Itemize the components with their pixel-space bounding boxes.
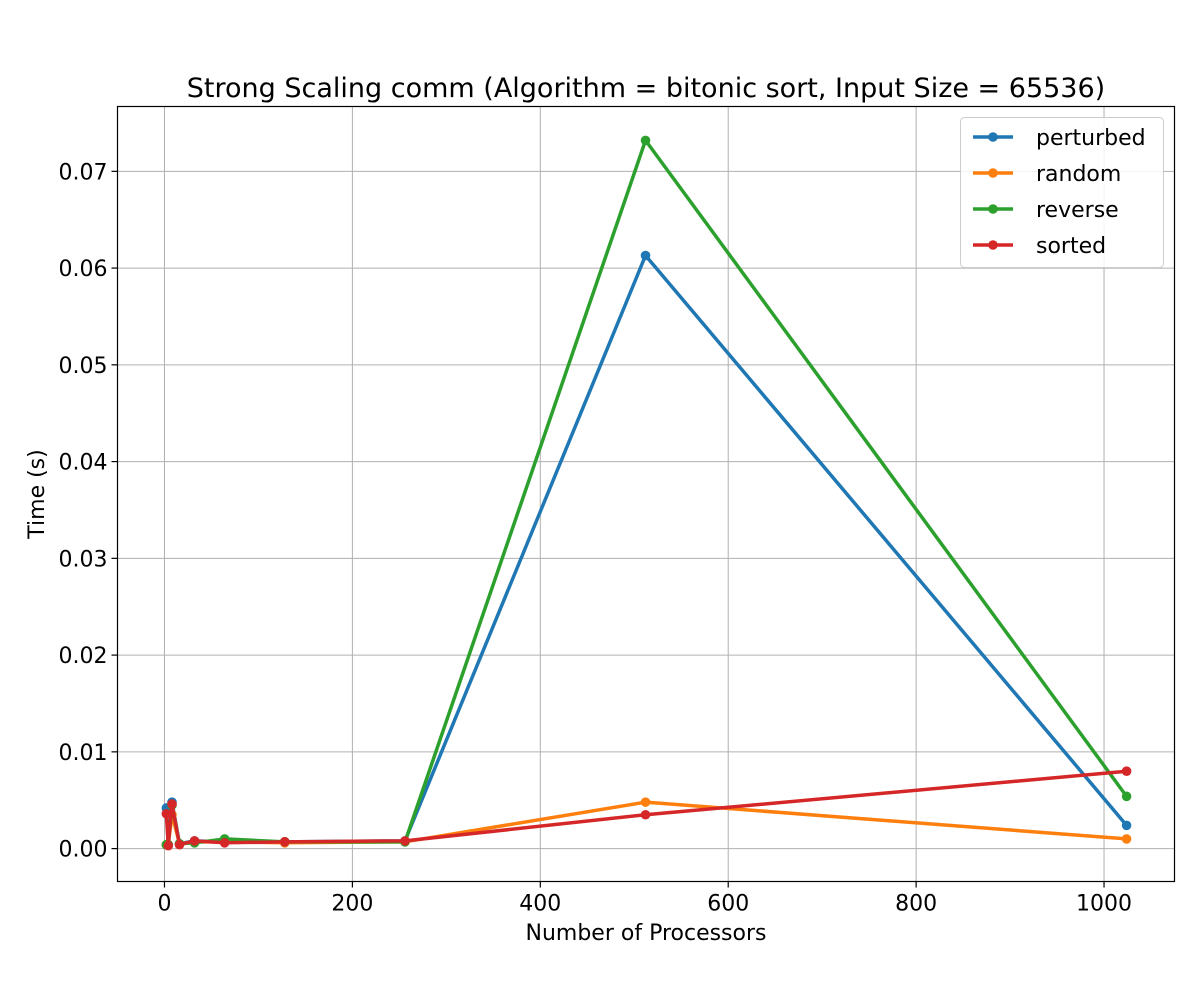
series-line-perturbed <box>164 253 1128 847</box>
data-point-sorted <box>400 836 410 846</box>
legend-swatch-marker <box>988 204 998 214</box>
data-point-sorted <box>640 809 651 820</box>
legend-item-sorted: sorted <box>973 234 1106 259</box>
y-tick-label: 0.06 <box>59 257 108 282</box>
x-tick-label: 800 <box>895 892 937 917</box>
data-point-random <box>1121 834 1132 844</box>
legend-item-perturbed: perturbed <box>973 126 1146 151</box>
legend-item-random: random <box>973 162 1121 187</box>
data-point-reverse <box>1121 791 1132 802</box>
data-point-sorted <box>219 837 230 848</box>
x-tick-label: 200 <box>331 892 373 917</box>
chart-title: Strong Scaling comm (Algorithm = bitonic… <box>187 73 1105 104</box>
legend-swatch-marker <box>988 168 998 178</box>
y-tick-label: 0.00 <box>59 838 108 863</box>
data-point-reverse <box>640 135 651 146</box>
y-tick-label: 0.05 <box>59 354 108 379</box>
y-tick-label: 0.02 <box>59 644 108 669</box>
x-tick-label: 1000 <box>1076 892 1132 917</box>
legend: perturbed random reverse sorted <box>960 117 1164 268</box>
data-point-sorted <box>189 836 200 846</box>
legend-frame <box>960 117 1164 268</box>
x-tick-label: 400 <box>519 892 561 917</box>
legend-label: sorted <box>1036 234 1106 259</box>
series-perturbed <box>161 250 1132 850</box>
legend-item-reverse: reverse <box>973 198 1119 223</box>
series-sorted <box>161 766 1132 851</box>
data-point-sorted <box>279 837 290 847</box>
x-tick-label: 600 <box>707 892 749 917</box>
y-tick-label: 0.04 <box>59 451 108 476</box>
legend-label: perturbed <box>1036 126 1146 151</box>
series-lines <box>161 135 1132 851</box>
data-point-sorted <box>163 840 174 851</box>
data-point-sorted <box>1121 766 1132 777</box>
plot-area-frame <box>116 105 1176 883</box>
x-tick-label: 0 <box>157 892 171 917</box>
data-point-perturbed <box>640 250 651 261</box>
y-axis-label: Time (s) <box>25 449 50 539</box>
legend-swatch-marker <box>988 132 998 142</box>
series-line-random <box>166 800 1127 847</box>
data-point-random <box>640 797 651 807</box>
data-point-sorted <box>167 799 177 809</box>
data-point-perturbed <box>1121 820 1132 831</box>
legend-label: reverse <box>1036 198 1119 223</box>
data-point-sorted <box>161 808 172 819</box>
axis-ticks: 0 200 400 600 800 1000 0.00 0.01 0.02 0.03 0.04 0.0… <box>59 160 1133 916</box>
legend-label: random <box>1036 162 1121 187</box>
y-tick-label: 0.03 <box>59 547 108 572</box>
data-point-sorted <box>174 839 185 850</box>
legend-swatch-marker <box>988 240 998 250</box>
series-line-sorted <box>164 769 1127 848</box>
x-axis-label: Number of Processors <box>526 921 767 946</box>
y-tick-label: 0.01 <box>59 741 108 766</box>
y-tick-label: 0.07 <box>59 160 108 185</box>
